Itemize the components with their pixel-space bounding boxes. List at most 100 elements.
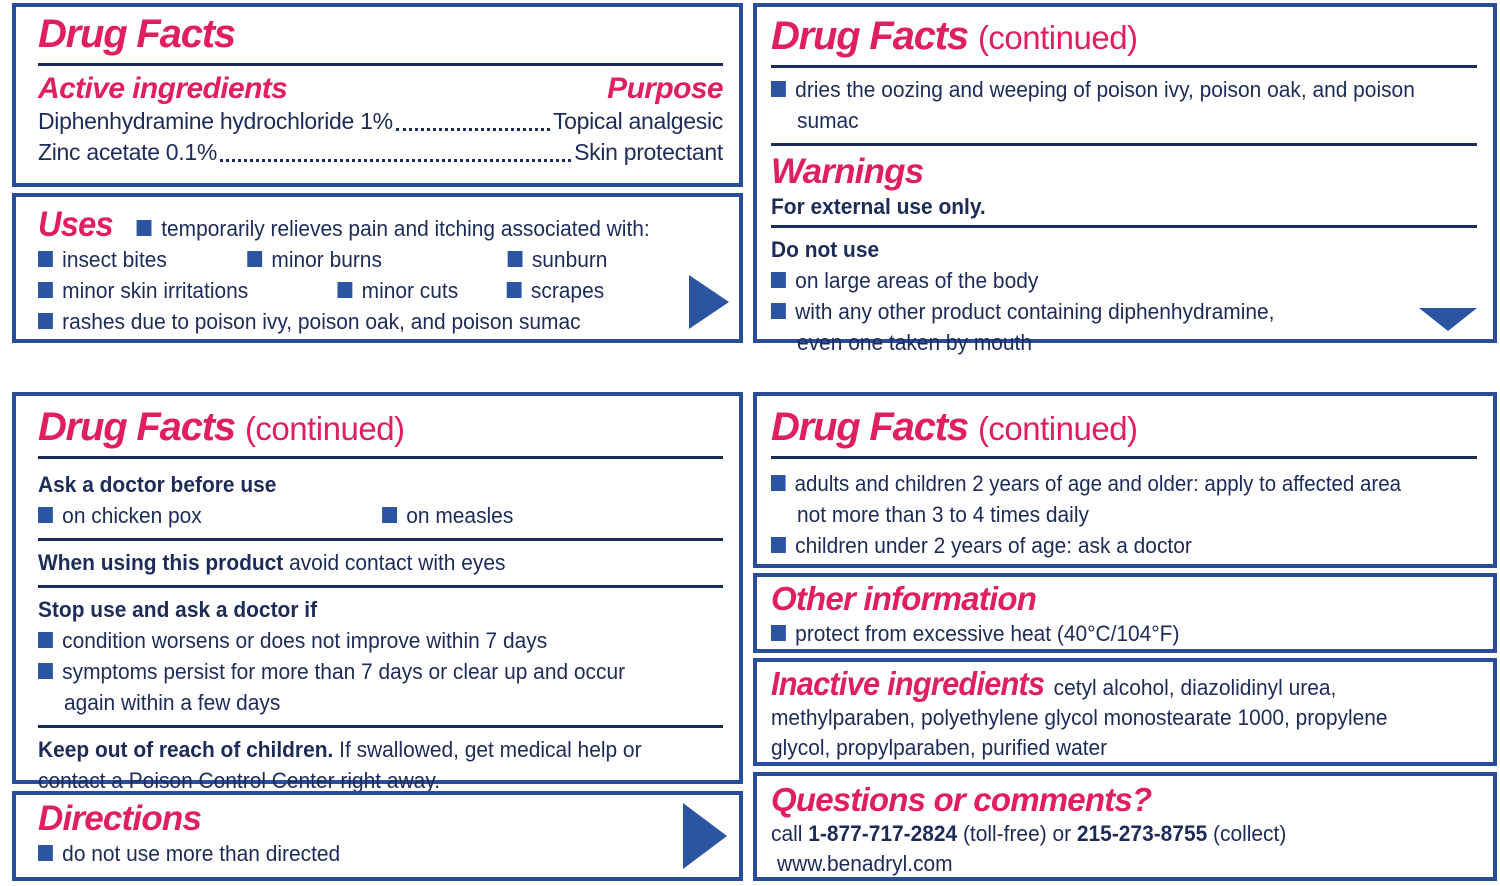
- ingredient-row: Diphenhydramine hydrochloride 1% Topical…: [38, 106, 723, 137]
- ingredient-row: Zinc acetate 0.1% Skin protectant: [38, 137, 723, 168]
- keep-out-text: Keep out of reach of children. If swallo…: [38, 737, 642, 763]
- uses-row-2: minor skin irritations minor cuts scrape…: [38, 275, 675, 306]
- drug-facts-title: Drug Facts: [771, 14, 969, 58]
- list-item: with any other product containing diphen…: [771, 296, 1428, 327]
- panel-active-ingredients: Drug Facts Active ingredients Purpose Di…: [12, 3, 743, 187]
- panel-directions: Directions do not use more than directed: [12, 791, 743, 881]
- divider-rule: [38, 538, 723, 542]
- divider-rule: [38, 456, 723, 460]
- questions-heading: Questions or comments?: [771, 781, 1152, 818]
- continue-right-arrow-icon: [683, 803, 727, 869]
- list-item: dries the oozing and weeping of poison i…: [771, 74, 1428, 105]
- panel-title-row: Drug Facts (continued): [771, 405, 1477, 449]
- bullet-icon: [771, 624, 786, 641]
- inactive-heading-row: Inactive ingredients cetyl alcohol, diaz…: [771, 665, 1428, 703]
- continue-right-arrow-icon: [689, 275, 729, 329]
- ingredient-purpose: Skin protectant: [574, 139, 723, 166]
- panel-dosage: Drug Facts (continued) adults and childr…: [753, 392, 1497, 568]
- list-item: scrapes: [506, 275, 604, 306]
- phone-number-collect: 215-273-8755: [1076, 820, 1208, 846]
- panel-doctor-warnings: Drug Facts (continued) Ask a doctor befo…: [12, 392, 743, 793]
- bullet-icon: [38, 663, 53, 680]
- inactive-list-line: cetyl alcohol, diazolidinyl urea,: [1053, 675, 1337, 700]
- warnings-heading: Warnings: [771, 152, 924, 192]
- list-item: sunburn: [507, 244, 607, 275]
- list-item: protect from excessive heat (40°C/104°F): [771, 618, 1428, 649]
- bullet-icon: [506, 282, 522, 299]
- ingredient-name: Zinc acetate 0.1%: [38, 139, 218, 166]
- list-item: on chicken pox: [38, 500, 382, 531]
- bullet-icon: [382, 507, 397, 524]
- bullet-icon: [38, 845, 53, 862]
- bullet-icon: [771, 303, 786, 320]
- panel-questions: Questions or comments? call 1-877-717-28…: [753, 772, 1497, 881]
- list-item-continuation: even one taken by mouth: [797, 330, 1032, 356]
- bullet-icon: [38, 313, 53, 330]
- drug-facts-title: Drug Facts: [38, 405, 236, 449]
- list-item: symptoms persist for more than 7 days or…: [38, 656, 675, 687]
- divider-rule: [38, 585, 723, 589]
- dotted-leader: [220, 159, 572, 163]
- list-item: rashes due to poison ivy, poison oak, an…: [38, 306, 675, 337]
- uses-row-1: insect bites minor burns sunburn: [38, 244, 675, 275]
- bullet-icon: [771, 272, 786, 289]
- uses-heading-row: Uses temporarily relieves pain and itchi…: [38, 205, 675, 244]
- panel-title-row: Drug Facts (continued): [38, 405, 723, 449]
- other-information-heading: Other information: [771, 580, 1037, 617]
- ask-doctor-heading: Ask a doctor before use: [38, 472, 277, 498]
- directions-heading: Directions: [38, 799, 202, 838]
- website-url: www.benadryl.com: [777, 850, 953, 876]
- uses-lead-item: temporarily relieves pain and itching as…: [137, 213, 650, 244]
- divider-rule: [771, 225, 1477, 229]
- panel-title-row: Drug Facts (continued): [771, 14, 1477, 58]
- continued-label: (continued): [244, 410, 405, 447]
- stop-use-heading: Stop use and ask a doctor if: [38, 597, 318, 623]
- do-not-use-heading: Do not use: [771, 237, 880, 263]
- list-item: minor skin irritations: [38, 275, 337, 306]
- continued-label: (continued): [977, 410, 1138, 447]
- divider-rule: [771, 456, 1477, 460]
- bullet-icon: [337, 282, 353, 299]
- divider-rule: [771, 143, 1477, 147]
- panel-warnings: Drug Facts (continued) dries the oozing …: [753, 3, 1497, 355]
- drug-facts-title: Drug Facts: [38, 12, 236, 56]
- when-using-text: When using this product avoid contact wi…: [38, 550, 506, 576]
- bullet-icon: [38, 507, 53, 524]
- list-item: children under 2 years of age: ask a doc…: [771, 530, 1428, 561]
- list-item: on measles: [382, 500, 513, 531]
- bullet-icon: [771, 81, 786, 98]
- bullet-icon: [38, 251, 53, 268]
- inactive-list-line: glycol, propylparaben, purified water: [771, 735, 1108, 760]
- ingredient-purpose: Topical analgesic: [552, 108, 723, 135]
- continued-label: (continued): [977, 19, 1138, 56]
- external-use-text: For external use only.: [771, 194, 986, 220]
- uses-heading: Uses: [38, 205, 114, 244]
- list-item: minor burns: [247, 244, 507, 275]
- bullet-icon: [38, 282, 53, 299]
- drug-facts-title: Drug Facts: [771, 405, 969, 449]
- continue-down-arrow-icon: [1419, 308, 1477, 331]
- bullet-icon: [771, 537, 786, 554]
- purpose-heading: Purpose: [607, 72, 723, 106]
- inactive-ingredients-heading: Inactive ingredients: [771, 665, 1045, 702]
- divider-rule: [38, 725, 723, 729]
- phone-line: call 1-877-717-2824 (toll-free) or 215-2…: [771, 820, 1287, 846]
- list-item: adults and children 2 years of age and o…: [771, 468, 1413, 499]
- bullet-icon: [247, 251, 263, 268]
- inactive-list-line: methylparaben, polyethylene glycol monos…: [771, 705, 1388, 730]
- list-item: do not use more than directed: [38, 838, 675, 869]
- list-item: insect bites: [38, 244, 247, 275]
- list-item-continuation: sumac: [797, 108, 859, 134]
- panel-title-row: Drug Facts: [38, 12, 723, 56]
- divider-rule: [771, 65, 1477, 69]
- phone-number-tollfree: 1-877-717-2824: [808, 820, 958, 846]
- bullet-icon: [771, 475, 786, 492]
- ask-doctor-items-row: on chicken pox on measles: [38, 500, 675, 531]
- keep-out-text-line2: contact a Poison Control Center right aw…: [38, 768, 441, 794]
- dotted-leader: [395, 128, 550, 132]
- list-item: minor cuts: [337, 275, 506, 306]
- list-item-continuation: again within a few days: [64, 690, 281, 716]
- active-ingredients-heading: Active ingredients: [38, 72, 288, 106]
- bullet-icon: [38, 632, 53, 649]
